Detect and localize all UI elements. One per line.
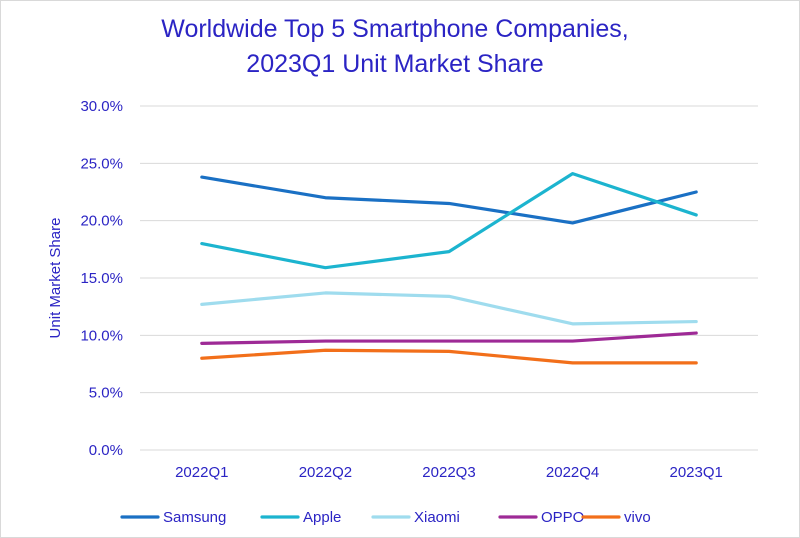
x-tick-label: 2022Q3 <box>422 464 475 481</box>
y-tick-label: 30.0% <box>80 98 123 115</box>
y-tick-label: 10.0% <box>80 327 123 344</box>
y-axis-label: Unit Market Share <box>47 218 64 339</box>
x-tick-label: 2023Q1 <box>670 464 723 481</box>
x-tick-label: 2022Q2 <box>299 464 352 481</box>
chart-subtitle: 2023Q1 Unit Market Share <box>246 50 543 78</box>
x-tick-label: 2022Q1 <box>175 464 228 481</box>
series-line-xiaomi <box>200 291 698 326</box>
gridlines <box>140 105 758 451</box>
legend-label-samsung: Samsung <box>163 509 226 526</box>
y-tick-label: 20.0% <box>80 213 123 230</box>
series-line-samsung <box>200 175 698 225</box>
y-tick-label: 0.0% <box>89 442 123 459</box>
legend: Samsung Apple Xiaomi OPPO vivo <box>120 509 651 526</box>
series-lines <box>200 172 698 365</box>
y-tick-label: 5.0% <box>89 385 123 402</box>
legend-label-vivo: vivo <box>624 509 651 526</box>
series-line-apple <box>200 172 698 270</box>
x-axis-ticks: 2022Q1 2022Q2 2022Q3 2022Q4 2023Q1 <box>175 464 723 481</box>
chart-title: Worldwide Top 5 Smartphone Companies, <box>161 15 628 43</box>
series-line-oppo <box>200 331 698 345</box>
y-tick-label: 25.0% <box>80 155 123 172</box>
y-tick-label: 15.0% <box>80 270 123 287</box>
legend-label-xiaomi: Xiaomi <box>414 509 460 526</box>
series-line-vivo <box>200 348 698 365</box>
y-axis-ticks: 0.0% 5.0% 10.0% 15.0% 20.0% 25.0% 30.0% <box>80 98 123 459</box>
legend-label-oppo: OPPO <box>541 509 584 526</box>
x-tick-label: 2022Q4 <box>546 464 599 481</box>
legend-label-apple: Apple <box>303 509 341 526</box>
